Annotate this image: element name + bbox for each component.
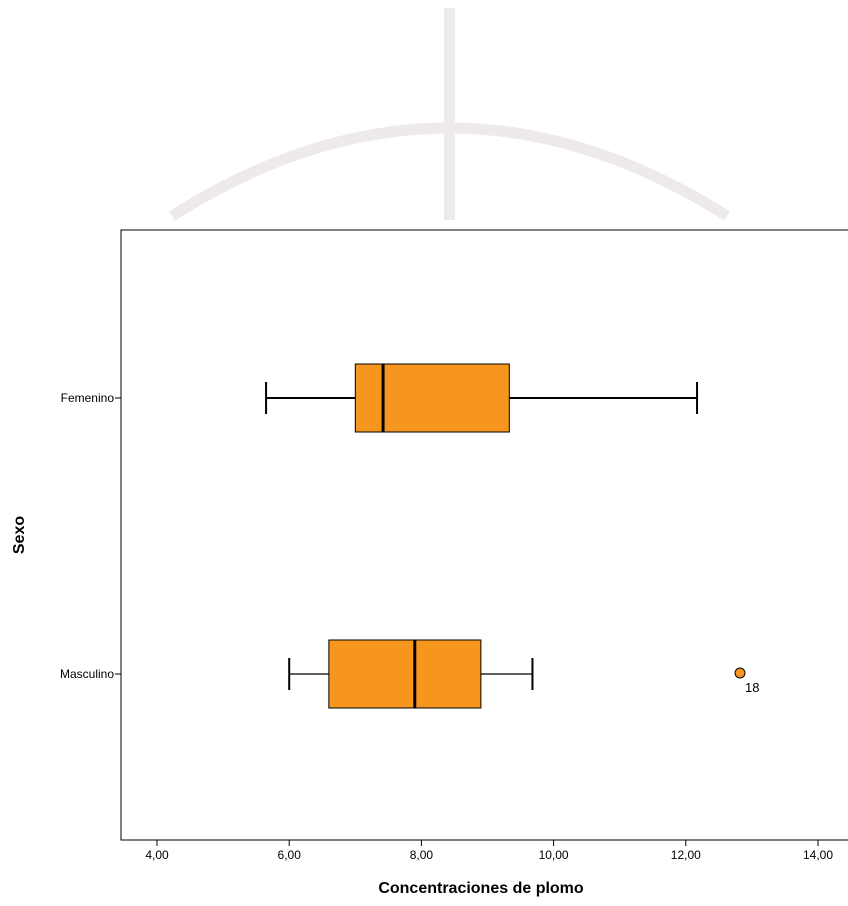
y-axis-title: Sexo (11, 516, 28, 554)
plot-area (120, 229, 848, 841)
box-group-femenino (265, 363, 699, 433)
watermark-bar (444, 8, 455, 220)
x-tick-label: 8,00 (410, 848, 434, 862)
x-axis-title: Concentraciones de plomo (378, 880, 584, 897)
x-tick-label: 14,00 (803, 848, 833, 862)
boxes: 18 (265, 363, 759, 709)
outlier-label: 18 (745, 680, 759, 695)
iqr-box (354, 363, 510, 433)
x-tick-label: 4,00 (145, 848, 169, 862)
x-tick-label: 12,00 (671, 848, 701, 862)
watermark-arc (169, 122, 730, 221)
x-axis: 4,00 6,00 8,00 10,00 12,00 14,00 (145, 840, 833, 862)
y-axis: Femenino Masculino (60, 391, 121, 681)
x-tick-label: 6,00 (278, 848, 302, 862)
box-group-masculino: 18 (288, 639, 759, 709)
iqr-box (328, 639, 482, 709)
outlier-point (734, 667, 746, 679)
x-tick-label: 10,00 (539, 848, 569, 862)
y-tick-label: Femenino (61, 391, 115, 405)
y-tick-label: Masculino (60, 667, 114, 681)
watermark (169, 8, 730, 221)
